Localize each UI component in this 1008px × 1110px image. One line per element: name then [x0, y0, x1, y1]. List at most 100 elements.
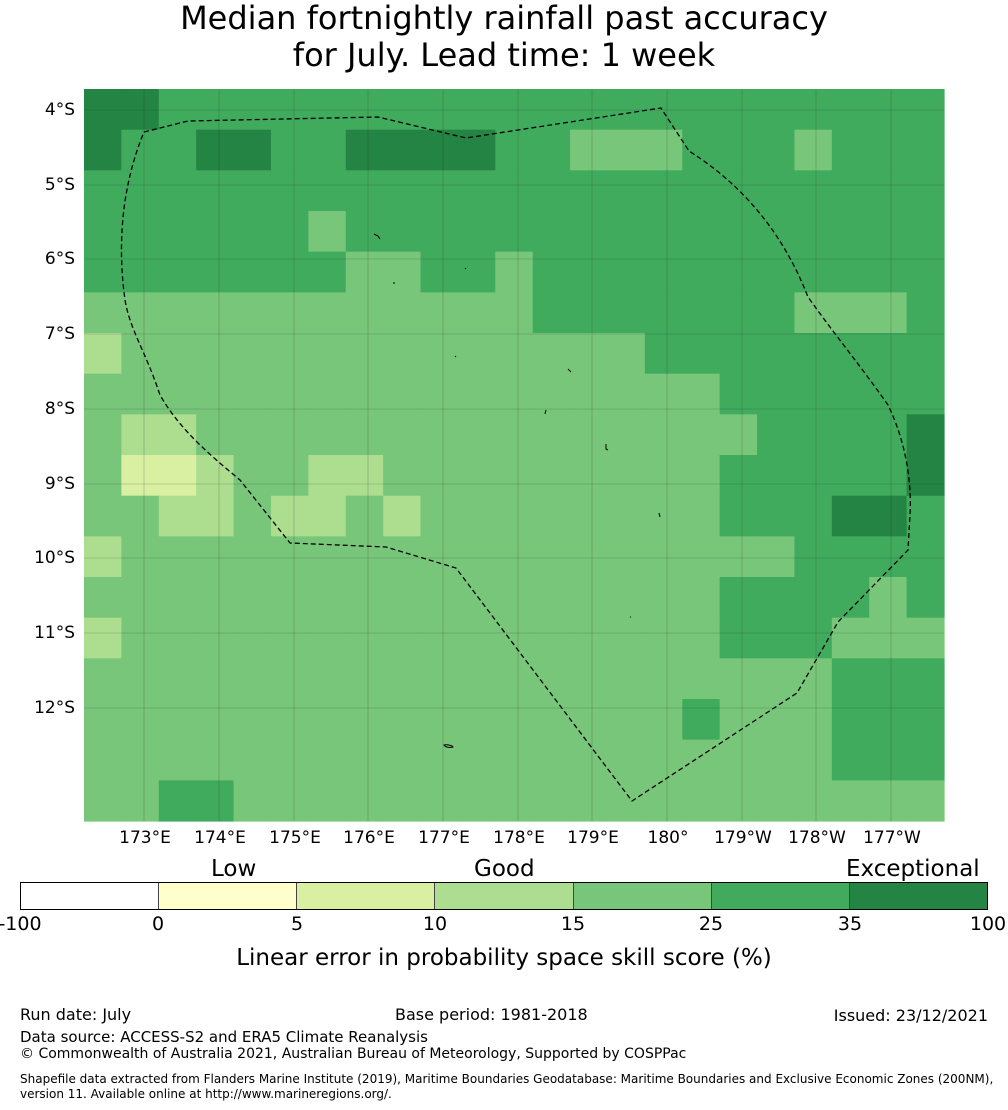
grid-cell — [345, 414, 384, 456]
grid-cell — [757, 251, 796, 293]
colorbar-tick-min: -100 — [0, 913, 42, 935]
grid-cell — [794, 658, 833, 700]
skill-score-map — [84, 89, 945, 822]
grid-cell — [420, 414, 459, 456]
grid-cell — [495, 739, 534, 781]
grid-cell — [84, 455, 122, 497]
grid-cell — [757, 455, 796, 497]
grid-cell — [308, 414, 347, 456]
grid-cell — [121, 455, 160, 497]
grid-cell — [420, 577, 459, 619]
grid-cell — [831, 495, 870, 537]
grid-cell — [495, 129, 534, 171]
grid-cell — [345, 699, 384, 741]
grid-cell — [457, 170, 496, 212]
grid-cell — [532, 211, 571, 253]
grid-cell — [869, 658, 908, 700]
grid-cell — [570, 536, 609, 578]
grid-cell — [719, 373, 758, 415]
grid-cell — [607, 292, 646, 334]
grid-cell — [345, 251, 384, 293]
grid-cell — [532, 292, 571, 334]
eez-boundary — [120, 107, 911, 802]
legend-category-good: Good — [474, 856, 535, 882]
grid-cell — [233, 658, 272, 700]
grid-cell — [644, 251, 683, 293]
grid-cell — [532, 251, 571, 293]
grid-cell — [869, 780, 908, 822]
grid-cell — [906, 414, 945, 456]
grid-cell — [607, 333, 646, 375]
lon-label-180: 180° — [647, 828, 689, 848]
grid-cell — [794, 129, 833, 171]
lon-label-177w: 177°W — [863, 828, 921, 848]
grid-cell — [196, 536, 235, 578]
grid-cell — [532, 89, 571, 131]
grid-cell — [644, 211, 683, 253]
grid-cell — [308, 333, 347, 375]
grid-cell — [121, 617, 160, 659]
grid-cell — [831, 333, 870, 375]
grid-cell — [794, 89, 833, 131]
grid-cell — [644, 536, 683, 578]
grid-cell — [345, 89, 384, 131]
lon-label-176e: 176°E — [343, 828, 395, 848]
grid-cell — [420, 699, 459, 741]
grid-cell — [84, 89, 122, 131]
grid-cell — [308, 251, 347, 293]
grid-cell — [869, 170, 908, 212]
grid-cell — [906, 780, 945, 822]
grid-cell — [196, 292, 235, 334]
grid-cell — [495, 658, 534, 700]
grid-cell — [345, 373, 384, 415]
grid-cell — [308, 292, 347, 334]
grid-cell — [906, 739, 945, 781]
grid-cell — [644, 373, 683, 415]
grid-cell — [794, 577, 833, 619]
grid-cell — [532, 129, 571, 171]
grid-cell — [869, 292, 908, 334]
grid-cell — [831, 536, 870, 578]
grid-cell — [84, 617, 122, 659]
grid-cell — [682, 414, 721, 456]
grid-cell — [308, 495, 347, 537]
grid-cell — [644, 699, 683, 741]
grid-cell — [869, 129, 908, 171]
grid-cell — [869, 495, 908, 537]
grid-cell — [457, 617, 496, 659]
lat-label-8s: 8°S — [44, 399, 75, 419]
grid-cell — [532, 373, 571, 415]
grid-cell — [794, 739, 833, 781]
grid-cell — [308, 129, 347, 171]
grid-cell — [570, 658, 609, 700]
colorbar-segment-7 — [849, 883, 987, 909]
grid-cell — [158, 455, 197, 497]
grid-cell — [682, 211, 721, 253]
copyright-notice: © Commonwealth of Australia 2021, Austra… — [20, 1046, 687, 1062]
grid-cell — [495, 373, 534, 415]
grid-cell — [757, 170, 796, 212]
shapefile-credit: Shapefile data extracted from Flanders M… — [20, 1072, 994, 1101]
grid-cell — [682, 129, 721, 171]
grid-cell — [906, 333, 945, 375]
grid-cell — [495, 577, 534, 619]
grid-cell — [196, 414, 235, 456]
grid-cell — [495, 170, 534, 212]
grid-cell — [570, 495, 609, 537]
grid-cell — [869, 617, 908, 659]
grid-cell — [158, 292, 197, 334]
lat-label-11s: 11°S — [34, 623, 75, 643]
grid-cell — [570, 739, 609, 781]
grid-cell — [84, 129, 122, 171]
grid-cell — [831, 129, 870, 171]
colorbar-segment-3 — [297, 883, 436, 909]
grid-cell — [457, 292, 496, 334]
grid-cell — [495, 617, 534, 659]
grid-cell — [906, 536, 945, 578]
grid-cell — [570, 129, 609, 171]
grid-cell — [719, 699, 758, 741]
lon-label-177e: 177°E — [418, 828, 470, 848]
grid-cell — [607, 577, 646, 619]
grid-cell — [233, 495, 272, 537]
grid-cell — [383, 211, 422, 253]
